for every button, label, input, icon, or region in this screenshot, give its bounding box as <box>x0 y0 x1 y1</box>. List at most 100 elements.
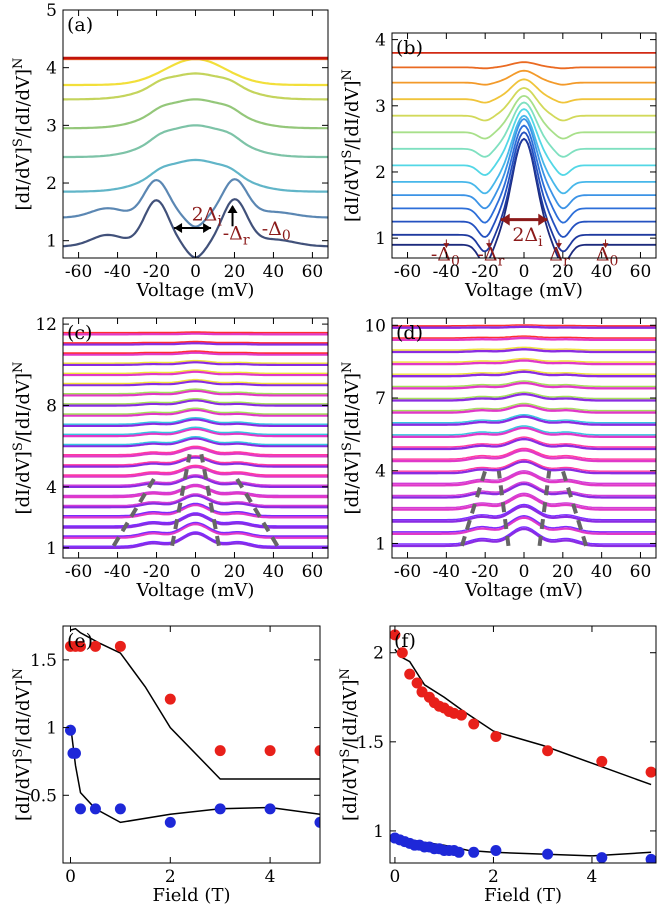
series-line <box>392 437 656 451</box>
series-line <box>63 522 328 539</box>
series-line <box>63 475 328 488</box>
series-line <box>63 408 328 417</box>
series-line <box>63 124 328 159</box>
series-line <box>63 532 328 549</box>
series-line <box>63 416 328 425</box>
series-line <box>63 359 328 364</box>
x-tick-label: 40 <box>591 262 613 282</box>
data-point-blue <box>596 852 608 863</box>
data-point-blue <box>214 803 226 815</box>
series-line <box>392 514 656 533</box>
data-point-red <box>396 647 408 659</box>
series-line <box>392 526 656 545</box>
series-line <box>392 359 656 366</box>
fit-line <box>70 627 320 780</box>
series-line <box>63 388 328 395</box>
series-line <box>63 361 328 366</box>
data-point-blue <box>114 803 126 815</box>
series-line <box>63 445 328 456</box>
x-tick-label: 60 <box>302 562 324 582</box>
x-tick-label: 60 <box>302 262 324 282</box>
y-tick-label: 4 <box>46 478 57 498</box>
series-line <box>63 455 328 466</box>
gap-marker-label: -Δ0 <box>431 244 460 270</box>
series-line <box>392 503 656 521</box>
series-line <box>63 399 328 407</box>
plot-area <box>392 324 656 548</box>
series-line <box>392 471 656 487</box>
x-tick-label: -60 <box>65 562 92 582</box>
series-line <box>392 86 656 122</box>
data-point-red <box>164 693 176 705</box>
x-tick-label: -20 <box>471 562 498 582</box>
x-tick-label: 20 <box>224 262 246 282</box>
fit-line <box>394 648 652 786</box>
x-tick-label: 60 <box>630 262 652 282</box>
fit-line <box>69 724 320 824</box>
series-line <box>392 470 656 484</box>
series-line <box>392 481 656 497</box>
x-tick-label: 20 <box>552 262 574 282</box>
series-line <box>63 474 328 486</box>
series-line <box>392 404 656 414</box>
data-point-red <box>74 640 86 652</box>
series-line <box>63 158 328 193</box>
series-line <box>392 436 656 448</box>
x-tick-label: 0 <box>519 262 530 282</box>
series-line <box>63 437 328 448</box>
x-tick-label: -40 <box>433 262 460 282</box>
y-tick-label: 1 <box>46 719 57 739</box>
series-line <box>392 402 656 412</box>
x-tick-label: 4 <box>265 867 276 887</box>
guide-dashed-line <box>560 470 589 547</box>
series-line <box>63 465 328 478</box>
series-line <box>63 370 328 377</box>
data-point-blue <box>74 803 86 815</box>
series-line <box>63 464 328 476</box>
series-line <box>63 398 328 405</box>
series-line <box>392 391 656 400</box>
data-point-blue <box>453 846 465 858</box>
x-tick-label: -40 <box>104 262 131 282</box>
series-line <box>392 493 656 511</box>
panel-label: (d) <box>396 322 423 344</box>
series-line <box>392 426 656 438</box>
y-axis-label: [dI/dV]S/[dI/dV]N <box>11 668 34 821</box>
guide-dashed-line <box>459 470 488 547</box>
series-line <box>63 379 328 387</box>
guide-dashed-line <box>170 453 192 547</box>
x-tick-label: -40 <box>433 562 460 582</box>
panel-e: 0 2 4 0.5 1 1.5 Field (T) [dI/dV]S/[dI/dV]N (e) <box>11 625 321 906</box>
data-point-red <box>404 668 416 680</box>
series-line <box>63 446 328 458</box>
x-tick-label: 20 <box>552 562 574 582</box>
y-tick-label: 1.5 <box>30 651 57 671</box>
series-line <box>392 505 656 523</box>
y-tick-label: 0.5 <box>30 786 57 806</box>
panel-d: -60 -40 -20 0 20 40 60 1 4 7 10 Voltage (mV) [dI/dV]… <box>340 316 657 601</box>
x-tick-label: -20 <box>143 562 170 582</box>
arrow-head <box>174 223 183 234</box>
x-tick-label: -60 <box>394 562 421 582</box>
series-line <box>63 341 328 346</box>
series-line <box>392 117 656 210</box>
guide-dashed-line <box>199 453 221 547</box>
x-tick-label: 4 <box>587 867 598 887</box>
x-tick-label: -60 <box>65 262 92 282</box>
series-line <box>392 415 656 426</box>
series-line <box>63 512 328 527</box>
y-tick-label: 3 <box>375 97 386 117</box>
series-line <box>392 482 656 499</box>
series-line <box>63 389 328 397</box>
annotation-minus-delta-r: -Δr <box>223 223 250 249</box>
guide-dashed-line <box>496 470 511 547</box>
x-tick-label: 0 <box>519 562 530 582</box>
arrow-head <box>602 243 609 249</box>
series-line <box>63 494 328 509</box>
x-axis-label: Field (T) <box>484 885 562 906</box>
series-line <box>392 369 656 375</box>
series-line <box>63 407 328 415</box>
series-line <box>392 380 656 388</box>
guide-dashed-line <box>111 473 159 547</box>
